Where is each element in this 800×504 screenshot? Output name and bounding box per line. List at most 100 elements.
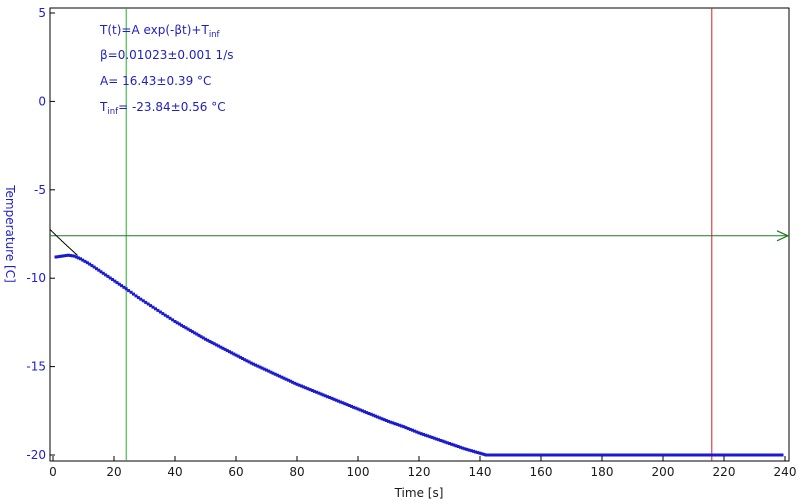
data-point [456, 445, 460, 448]
data-point [101, 271, 105, 275]
data-point [83, 259, 87, 263]
data-point [95, 267, 98, 271]
fit-tinf-prefix: T [99, 100, 108, 114]
data-point [415, 430, 419, 434]
data-point [115, 281, 119, 285]
y-tick-label: -10 [26, 271, 46, 285]
data-point [139, 297, 143, 301]
data-point [482, 452, 486, 456]
fit-tinf-sub: inf [107, 107, 119, 117]
data-point [640, 453, 644, 457]
data-point [204, 337, 207, 341]
data-point [66, 253, 70, 257]
data-point [315, 390, 319, 394]
data-point [638, 453, 641, 457]
data-point [291, 380, 295, 384]
data-point [132, 292, 135, 296]
data-point [175, 321, 179, 325]
data-point [282, 376, 286, 380]
data-point [588, 453, 592, 457]
data-point [500, 453, 504, 457]
data-point [624, 453, 627, 457]
data-point [504, 453, 508, 457]
data-point [532, 453, 536, 457]
data-point [286, 378, 290, 382]
data-point [577, 453, 580, 457]
data-point [258, 365, 262, 369]
data-point [180, 323, 183, 327]
data-point [586, 453, 590, 457]
data-point [243, 358, 247, 362]
data-point [347, 404, 351, 407]
data-point [546, 453, 550, 457]
data-point [527, 453, 531, 457]
data-point [197, 333, 201, 337]
data-point [85, 261, 89, 265]
data-point [699, 453, 702, 457]
data-point [144, 300, 148, 304]
data-point [555, 453, 559, 457]
data-point [249, 361, 253, 365]
x-tick-label: 220 [713, 465, 736, 479]
data-point [124, 287, 128, 291]
data-point [677, 453, 681, 457]
data-point [330, 396, 334, 400]
data-point [548, 453, 552, 457]
data-point [687, 453, 691, 457]
x-tick-label: 80 [289, 465, 304, 479]
data-point [245, 359, 249, 363]
data-point [108, 276, 112, 280]
data-point [336, 399, 340, 403]
data-point [186, 327, 190, 331]
data-point [661, 453, 665, 457]
data-point [382, 418, 386, 422]
data-point [380, 417, 384, 421]
data-point [254, 363, 258, 367]
data-point [219, 345, 223, 349]
data-point [516, 453, 519, 457]
data-point [293, 381, 297, 385]
data-point [729, 453, 733, 457]
data-point [509, 453, 512, 457]
data-point [458, 445, 462, 449]
data-point [141, 299, 145, 303]
data-point [421, 432, 425, 436]
data-point [302, 385, 305, 389]
data-point [104, 273, 108, 277]
measured-series [54, 253, 784, 457]
y-tick-label: -5 [34, 183, 46, 197]
data-point [614, 453, 618, 457]
data-point [558, 453, 562, 457]
data-point [395, 422, 399, 426]
data-point [766, 453, 770, 457]
data-point [146, 302, 150, 306]
data-point [775, 453, 779, 457]
data-point [260, 366, 264, 370]
data-point [551, 453, 555, 457]
data-point [584, 453, 588, 457]
data-point [511, 453, 515, 457]
data-point [363, 410, 366, 414]
data-point [371, 413, 375, 417]
data-point [736, 453, 740, 457]
data-point [666, 453, 670, 457]
y-tick-label: 0 [38, 94, 46, 108]
data-point [437, 438, 441, 442]
data-point [489, 453, 492, 457]
data-point [206, 338, 210, 342]
data-point [373, 414, 377, 418]
data-point [525, 453, 529, 457]
data-point [486, 453, 490, 457]
data-point [60, 254, 64, 258]
data-point [306, 387, 310, 391]
data-point [356, 407, 360, 411]
x-axis: 0 20 40 60 80 100 120 140 160 180 200 220 240 [49, 456, 796, 479]
y-tick-label: -15 [26, 360, 46, 374]
data-point [570, 453, 573, 457]
data-point [106, 274, 110, 278]
data-point [417, 431, 421, 435]
data-point [58, 254, 62, 258]
data-point [271, 371, 275, 375]
data-point [682, 453, 686, 457]
